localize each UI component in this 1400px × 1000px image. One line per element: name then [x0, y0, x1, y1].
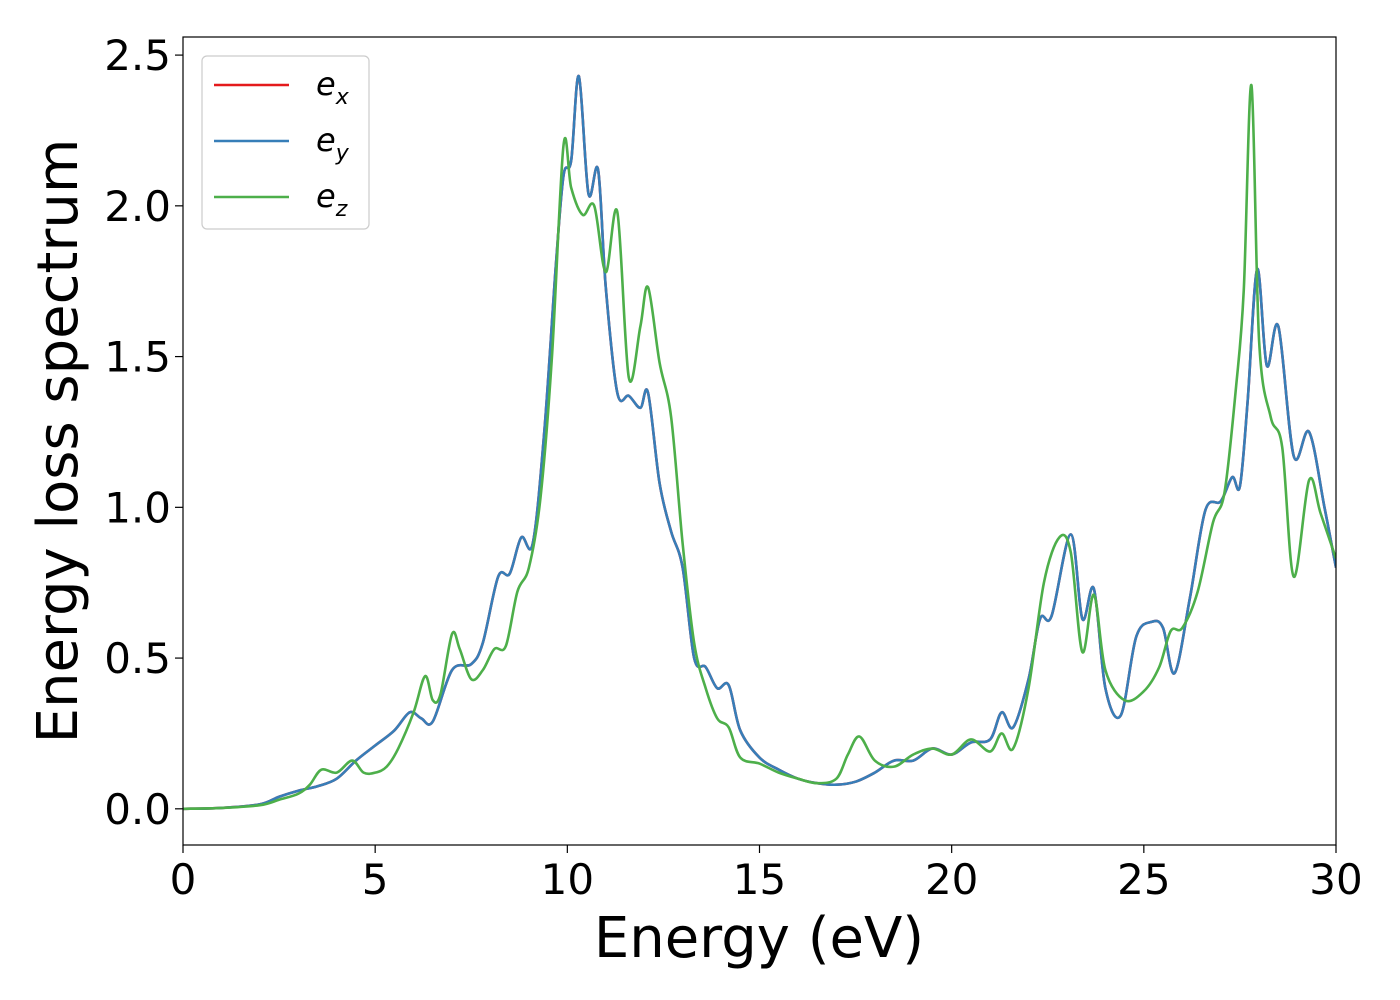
y-tick-label: 1.5: [104, 333, 171, 382]
x-tick-label: 10: [541, 855, 594, 904]
x-tick-label: 5: [362, 855, 389, 904]
x-axis-label: Energy (eV): [594, 906, 924, 971]
x-tick-label: 25: [1117, 855, 1170, 904]
x-tick-label: 15: [733, 855, 786, 904]
x-tick-label: 30: [1309, 855, 1362, 904]
y-axis-ticks: 0.0 0.5 1.0 1.5 2.0 2.5: [104, 31, 183, 834]
series-lines: [183, 74, 1336, 811]
series-line-ey: [183, 74, 1336, 811]
x-tick-label: 0: [170, 855, 197, 904]
y-axis-label: Energy loss spectrum: [26, 139, 91, 744]
x-axis-ticks: 0 5 10 15 20 25 30: [170, 845, 1363, 904]
x-tick-label: 20: [925, 855, 978, 904]
y-tick-label: 2.0: [104, 182, 171, 231]
y-tick-label: 0.0: [104, 785, 171, 834]
series-line-ez: [183, 83, 1336, 811]
y-tick-label: 1.0: [104, 483, 171, 532]
legend-box: [201, 55, 370, 230]
y-tick-label: 0.5: [104, 634, 171, 683]
y-tick-label: 2.5: [104, 31, 171, 80]
